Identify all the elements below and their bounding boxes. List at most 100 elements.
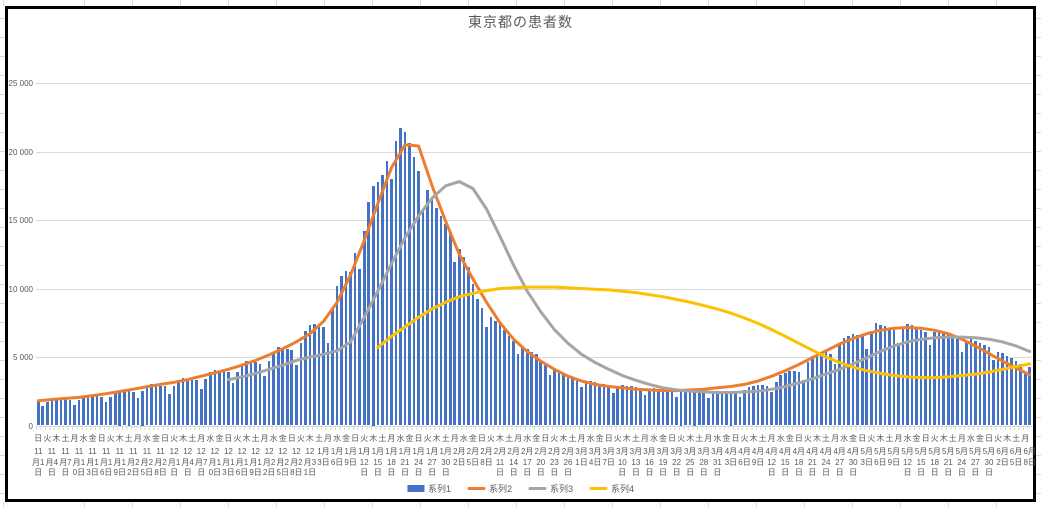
bar-day-69[interactable] (349, 272, 352, 426)
legend-item-系列4[interactable]: 系列4 (589, 482, 634, 495)
bar-day-15[interactable] (104, 402, 108, 426)
bar-day-211[interactable] (992, 359, 995, 426)
bar-day-25[interactable] (150, 384, 153, 426)
bar-day-138[interactable] (661, 389, 665, 426)
bar-day-151[interactable] (720, 390, 724, 426)
bar-day-171[interactable] (811, 355, 814, 426)
bar-day-177[interactable] (838, 344, 841, 426)
bar-day-17[interactable] (113, 392, 117, 426)
bar-day-40[interactable] (218, 370, 221, 426)
bar-day-124[interactable] (598, 383, 601, 426)
bar-day-95[interactable] (467, 266, 470, 426)
bar-day-161[interactable] (765, 385, 769, 426)
bar-day-158[interactable] (752, 385, 755, 426)
bar-day-62[interactable] (317, 325, 321, 426)
bar-day-56[interactable] (290, 350, 294, 426)
bar-day-189[interactable] (892, 330, 896, 426)
bar-day-129[interactable] (620, 385, 624, 426)
bar-day-175[interactable] (829, 353, 832, 426)
bar-day-18[interactable] (118, 391, 122, 426)
bar-day-6[interactable] (64, 399, 67, 426)
bar-day-145[interactable] (693, 391, 696, 426)
bar-day-133[interactable] (639, 387, 642, 426)
bar-day-28[interactable] (163, 386, 167, 426)
bar-day-165[interactable] (783, 372, 787, 426)
bar-day-7[interactable] (68, 399, 72, 426)
bar-day-214[interactable] (1005, 355, 1009, 426)
bar-day-83[interactable] (412, 156, 416, 426)
bar-day-176[interactable] (833, 363, 837, 426)
bar-day-59[interactable] (304, 330, 307, 426)
bar-day-36[interactable] (199, 389, 203, 426)
bar-day-43[interactable] (231, 383, 235, 426)
bar-day-98[interactable] (480, 307, 484, 426)
bar-day-209[interactable] (983, 345, 986, 426)
bar-day-141[interactable] (675, 396, 678, 426)
bar-day-193[interactable] (910, 325, 914, 426)
bar-day-89[interactable] (439, 215, 443, 426)
bar-day-139[interactable] (666, 389, 669, 426)
bar-day-149[interactable] (711, 392, 715, 426)
bar-day-212[interactable] (996, 351, 1000, 426)
bar-day-32[interactable] (181, 378, 185, 426)
bar-day-19[interactable] (122, 391, 126, 426)
bar-day-16[interactable] (109, 396, 112, 426)
bar-day-8[interactable] (73, 404, 76, 426)
bar-day-60[interactable] (308, 325, 312, 426)
bar-day-148[interactable] (707, 398, 710, 426)
bar-day-55[interactable] (285, 348, 289, 426)
bar-day-106[interactable] (516, 354, 520, 426)
bar-day-162[interactable] (770, 391, 773, 426)
bar-day-114[interactable] (553, 369, 556, 426)
bar-day-201[interactable] (946, 334, 950, 426)
bar-day-27[interactable] (159, 385, 162, 426)
bar-day-216[interactable] (1014, 361, 1018, 426)
bar-day-0[interactable] (36, 400, 40, 426)
bar-day-131[interactable] (630, 386, 633, 426)
bar-day-170[interactable] (806, 362, 810, 426)
bar-day-86[interactable] (426, 189, 429, 426)
bar-day-186[interactable] (879, 325, 882, 426)
bar-day-24[interactable] (145, 385, 149, 426)
bar-day-134[interactable] (643, 394, 647, 426)
line-series-系列2[interactable] (36, 143, 1032, 403)
bar-day-5[interactable] (59, 398, 63, 426)
bar-day-181[interactable] (856, 335, 859, 426)
bar-day-22[interactable] (136, 398, 140, 426)
bar-day-174[interactable] (824, 352, 828, 426)
bar-day-205[interactable] (965, 340, 968, 426)
bar-day-101[interactable] (494, 321, 497, 426)
bar-day-116[interactable] (562, 373, 565, 426)
bar-day-207[interactable] (974, 341, 977, 426)
bar-day-91[interactable] (448, 232, 452, 426)
bar-day-11[interactable] (86, 394, 90, 426)
bar-day-93[interactable] (458, 248, 461, 426)
bar-day-88[interactable] (435, 207, 438, 426)
bar-day-218[interactable] (1023, 373, 1027, 426)
bar-day-44[interactable] (236, 372, 239, 426)
bar-day-156[interactable] (743, 389, 746, 426)
bar-day-30[interactable] (172, 385, 176, 426)
chart-legend[interactable]: 系列1 系列2 系列3 系列4 (406, 482, 634, 495)
bar-day-46[interactable] (245, 361, 248, 426)
bar-day-34[interactable] (190, 379, 194, 426)
bar-day-113[interactable] (548, 374, 552, 426)
bar-day-63[interactable] (322, 326, 325, 426)
bar-day-49[interactable] (258, 363, 262, 426)
bar-day-166[interactable] (788, 371, 792, 426)
legend-item-系列3[interactable]: 系列3 (528, 482, 573, 495)
bar-day-126[interactable] (607, 385, 610, 426)
bar-day-26[interactable] (154, 385, 158, 426)
bar-day-168[interactable] (797, 372, 801, 426)
bar-day-119[interactable] (575, 378, 579, 426)
bar-day-80[interactable] (399, 128, 402, 426)
bar-day-206[interactable] (969, 339, 973, 426)
bar-day-154[interactable] (734, 391, 737, 426)
bar-day-58[interactable] (299, 343, 303, 426)
bar-day-92[interactable] (453, 262, 457, 426)
bar-day-65[interactable] (331, 307, 334, 426)
bar-day-109[interactable] (530, 351, 534, 426)
bar-day-9[interactable] (77, 400, 81, 426)
bar-day-111[interactable] (539, 359, 543, 426)
bar-day-153[interactable] (729, 391, 733, 426)
